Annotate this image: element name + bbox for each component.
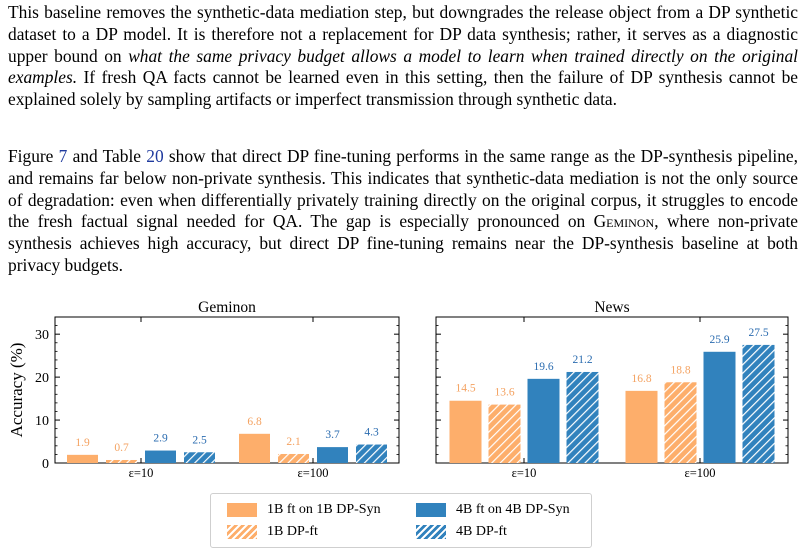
bar-value-label: 21.2 bbox=[572, 354, 592, 366]
x-tick-label: ε=10 bbox=[129, 466, 154, 480]
paragraph-baseline: This baseline removes the synthetic-data… bbox=[8, 2, 798, 111]
legend-item: 4B ft on 4B DP-Syn bbox=[416, 501, 570, 519]
bar bbox=[664, 382, 697, 463]
bar-value-label: 18.8 bbox=[670, 364, 690, 376]
bar-value-label: 14.5 bbox=[455, 383, 475, 395]
panel-frame bbox=[435, 316, 789, 464]
bar bbox=[703, 351, 736, 463]
bar-value-label: 6.8 bbox=[247, 416, 262, 428]
bar bbox=[449, 400, 482, 463]
bar bbox=[278, 453, 309, 463]
paragraph-text: This baseline removes the synthetic-data… bbox=[8, 2, 798, 66]
chart-panel-0: Geminon 0 10 20 30 ε=10 1.9 0.7 2.9 2.5 ε=100 6.8 2.… bbox=[35, 299, 400, 480]
dataset-name: Geminon bbox=[593, 211, 655, 232]
y-tick-label: 20 bbox=[35, 371, 49, 386]
paragraph-text: Figure bbox=[8, 146, 59, 166]
bar-value-label: 27.5 bbox=[748, 327, 768, 339]
x-tick-label: ε=10 bbox=[512, 466, 537, 480]
paragraph-text: show that direct DP fine-tuning performs… bbox=[8, 146, 798, 232]
bar-value-label: 19.6 bbox=[533, 361, 553, 373]
bar bbox=[625, 390, 658, 463]
panel-title: Geminon bbox=[198, 299, 256, 316]
legend-item: 1B DP-ft bbox=[227, 523, 318, 541]
bar bbox=[742, 344, 775, 463]
bar-value-label: 2.1 bbox=[286, 436, 301, 448]
chart-panel-1: News ε=10 14.5 13.6 19.6 21.2 ε=100 16.8 18.8 25.… bbox=[435, 299, 789, 480]
legend-swatch-icon bbox=[416, 503, 446, 517]
y-tick-label: 30 bbox=[35, 328, 49, 343]
bar-value-label: 13.6 bbox=[494, 387, 514, 399]
bar-value-label: 16.8 bbox=[631, 373, 651, 385]
table-reference-link[interactable]: 20 bbox=[146, 146, 164, 166]
bar-value-label: 0.7 bbox=[114, 442, 129, 454]
legend-swatch-icon bbox=[227, 525, 257, 539]
y-axis-label: Accuracy (%) bbox=[7, 343, 26, 438]
legend-label: 4B ft on 4B DP-Syn bbox=[456, 502, 570, 517]
bar bbox=[527, 378, 560, 463]
paragraph-text: and Table bbox=[67, 146, 147, 166]
bar bbox=[67, 454, 98, 463]
panel-title: News bbox=[594, 299, 629, 316]
bar-value-label: 3.7 bbox=[325, 429, 340, 441]
bar bbox=[239, 433, 270, 463]
paragraph-text: If fresh QA facts cannot be learned even… bbox=[8, 67, 798, 110]
bar-chart-figure: Accuracy (%) Geminon 0 10 20 30 ε=10 1.9 0.7 2.9 2… bbox=[7, 299, 789, 480]
bar-value-label: 2.5 bbox=[192, 434, 207, 446]
bar bbox=[566, 371, 599, 463]
panel-frame bbox=[54, 316, 400, 464]
bar bbox=[145, 450, 176, 463]
bar bbox=[184, 452, 215, 463]
bar bbox=[356, 444, 387, 463]
paragraph-text: , where non-private synthesis achieves h… bbox=[8, 211, 798, 275]
legend-swatch-icon bbox=[416, 525, 446, 539]
figure-reference-link[interactable]: 7 bbox=[58, 146, 68, 166]
bar-value-label: 2.9 bbox=[153, 433, 168, 445]
paragraph-italic: what the same privacy budget allows a mo… bbox=[8, 45, 798, 88]
legend-label: 1B ft on 1B DP-Syn bbox=[267, 502, 381, 517]
bar-value-label: 1.9 bbox=[75, 437, 90, 449]
legend-swatch-icon bbox=[227, 503, 257, 517]
bar bbox=[317, 447, 348, 463]
y-tick-label: 10 bbox=[35, 414, 49, 429]
legend-label: 1B DP-ft bbox=[267, 524, 318, 539]
chart-legend: 1B ft on 1B DP-Syn 4B ft on 4B DP-Syn 1B… bbox=[210, 493, 592, 548]
paragraph-results: Figure 7 and Table 20 show that direct D… bbox=[8, 146, 798, 277]
legend-item: 1B ft on 1B DP-Syn bbox=[227, 501, 381, 519]
x-tick-label: ε=100 bbox=[297, 466, 328, 480]
legend-label: 4B DP-ft bbox=[456, 524, 507, 539]
x-tick-label: ε=100 bbox=[684, 466, 715, 480]
bar-value-label: 4.3 bbox=[364, 427, 379, 439]
bar-value-label: 25.9 bbox=[709, 334, 729, 346]
bar bbox=[488, 404, 521, 463]
y-tick-label: 0 bbox=[42, 457, 49, 472]
bar bbox=[106, 459, 137, 463]
legend-item: 4B DP-ft bbox=[416, 523, 507, 541]
